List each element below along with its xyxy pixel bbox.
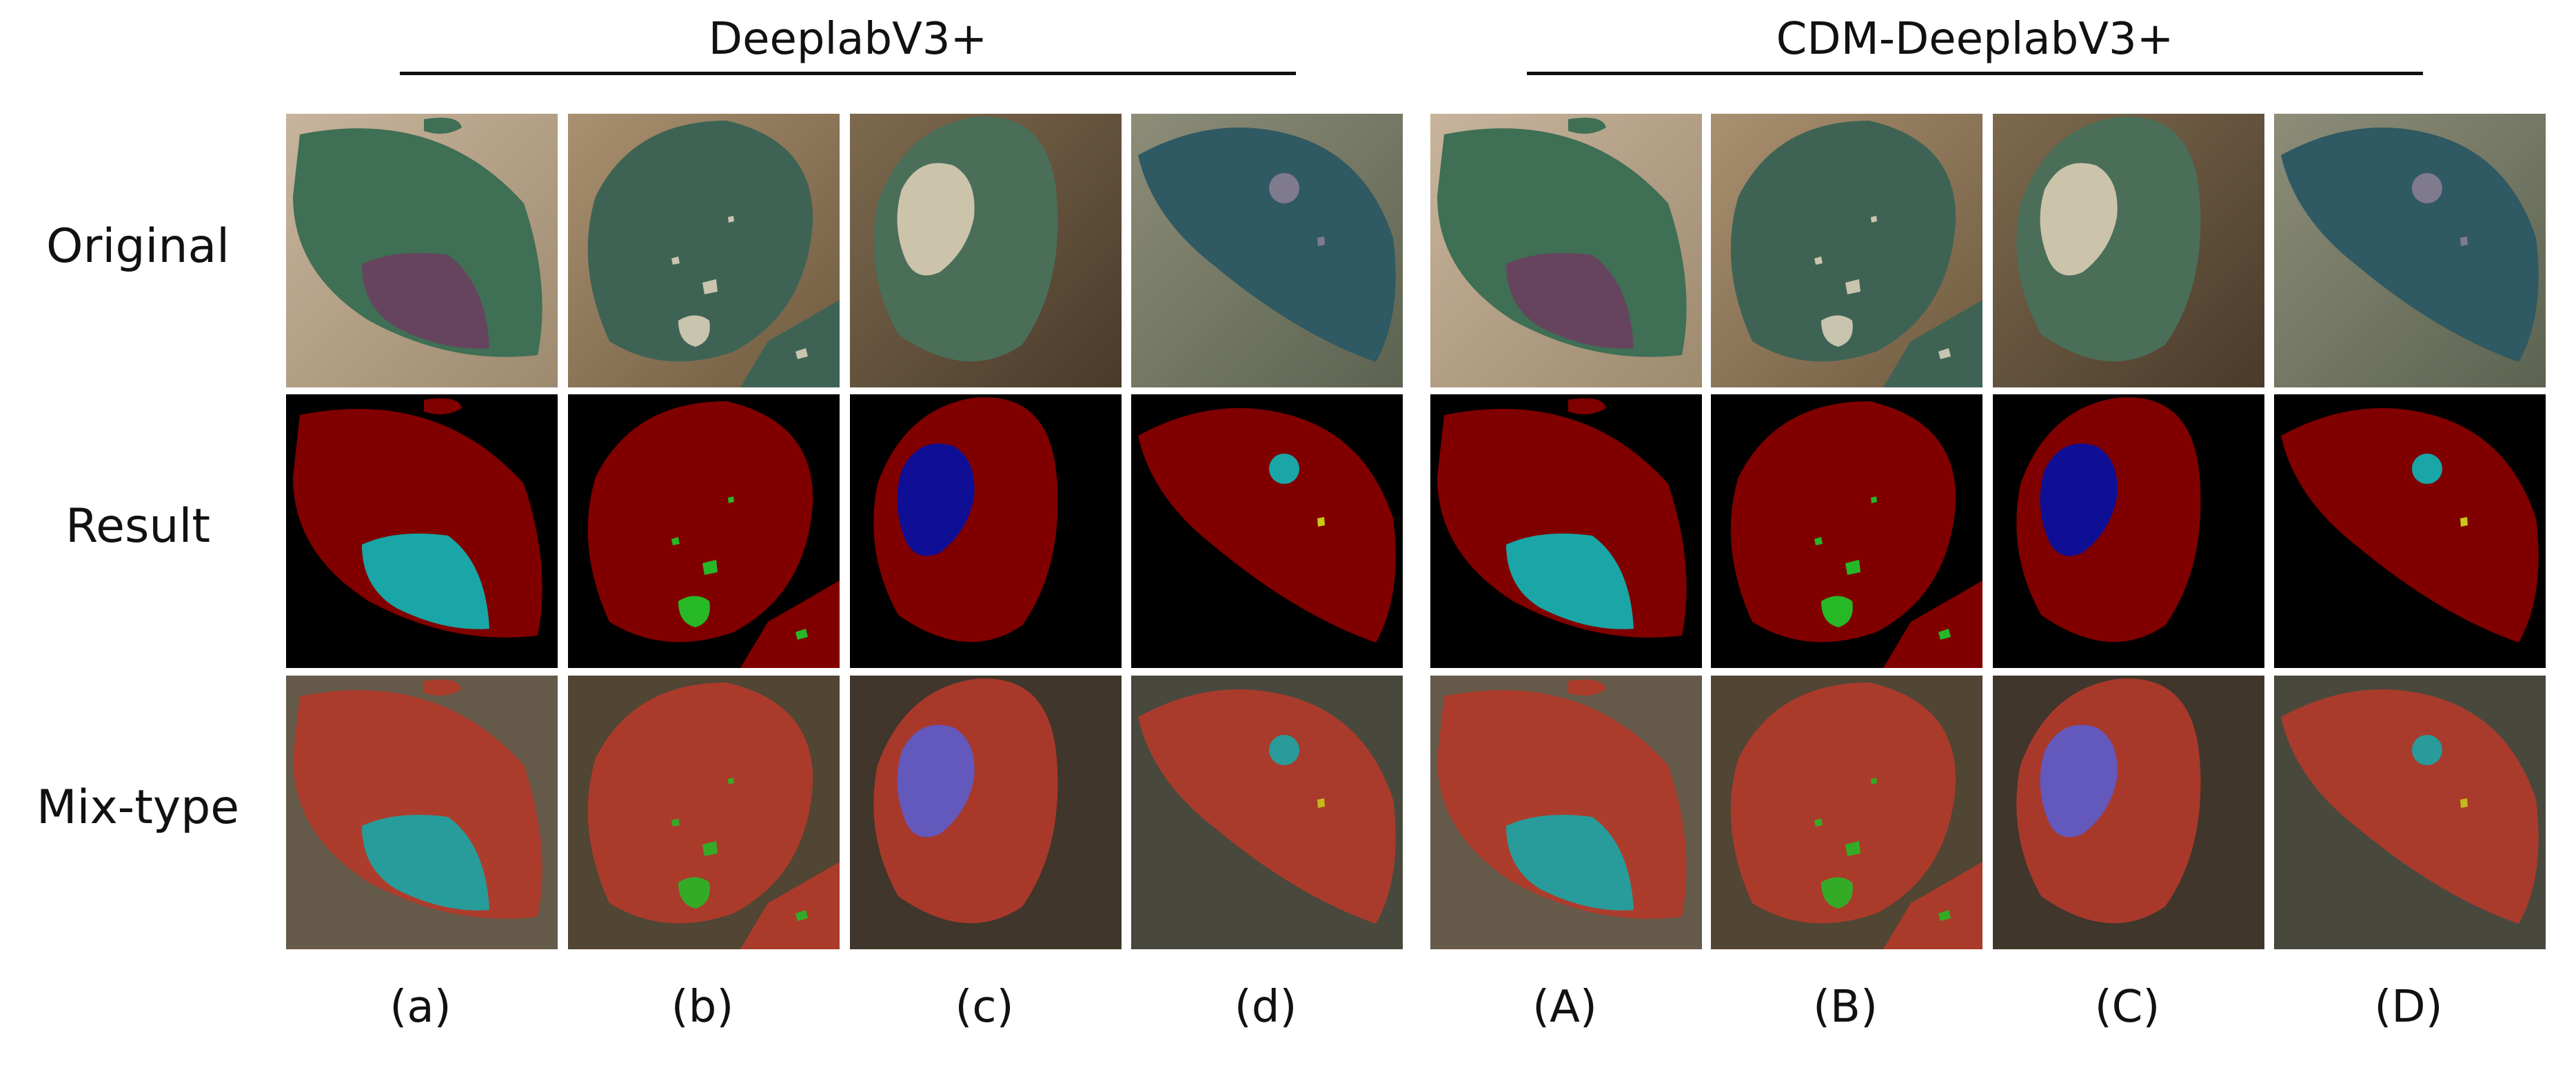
- image-result-D: [2274, 394, 2546, 668]
- column-label-d: (d): [1234, 982, 1297, 1033]
- column-label-D: (D): [2374, 982, 2443, 1033]
- column-label-c: (c): [955, 982, 1014, 1033]
- image-result-c: [850, 394, 1122, 668]
- column-label-A: (A): [1532, 982, 1597, 1033]
- image-original-B: [1711, 114, 1982, 387]
- group-rule-cdm-deeplabv3plus: [1527, 72, 2423, 75]
- column-label-B: (B): [1813, 982, 1878, 1033]
- image-original-A: [1430, 114, 1702, 387]
- image-result-d: [1131, 394, 1403, 668]
- image-mix-type-C: [1993, 676, 2264, 949]
- image-result-A: [1430, 394, 1702, 668]
- column-label-a: (a): [389, 982, 452, 1033]
- image-original-D: [2274, 114, 2546, 387]
- image-mix-type-b: [568, 676, 840, 949]
- row-label-result: Result: [65, 499, 211, 554]
- group-title-cdm-deeplabv3plus: CDM-DeeplabV3+: [1776, 14, 2174, 65]
- image-original-C: [1993, 114, 2264, 387]
- column-label-b: (b): [671, 982, 734, 1033]
- image-result-B: [1711, 394, 1982, 668]
- column-label-C: (C): [2094, 982, 2160, 1033]
- image-original-d: [1131, 114, 1403, 387]
- image-mix-type-D: [2274, 676, 2546, 949]
- group-title-deeplabv3plus: DeeplabV3+: [708, 14, 988, 65]
- image-mix-type-d: [1131, 676, 1403, 949]
- image-original-a: [286, 114, 558, 387]
- image-original-c: [850, 114, 1122, 387]
- image-result-a: [286, 394, 558, 668]
- image-result-b: [568, 394, 840, 668]
- group-rule-deeplabv3plus: [400, 72, 1296, 75]
- image-mix-type-B: [1711, 676, 1982, 949]
- image-result-C: [1993, 394, 2264, 668]
- image-original-b: [568, 114, 840, 387]
- image-mix-type-A: [1430, 676, 1702, 949]
- row-label-mix-type: Mix-type: [36, 780, 240, 835]
- image-mix-type-a: [286, 676, 558, 949]
- row-label-original: Original: [45, 219, 230, 274]
- image-mix-type-c: [850, 676, 1122, 949]
